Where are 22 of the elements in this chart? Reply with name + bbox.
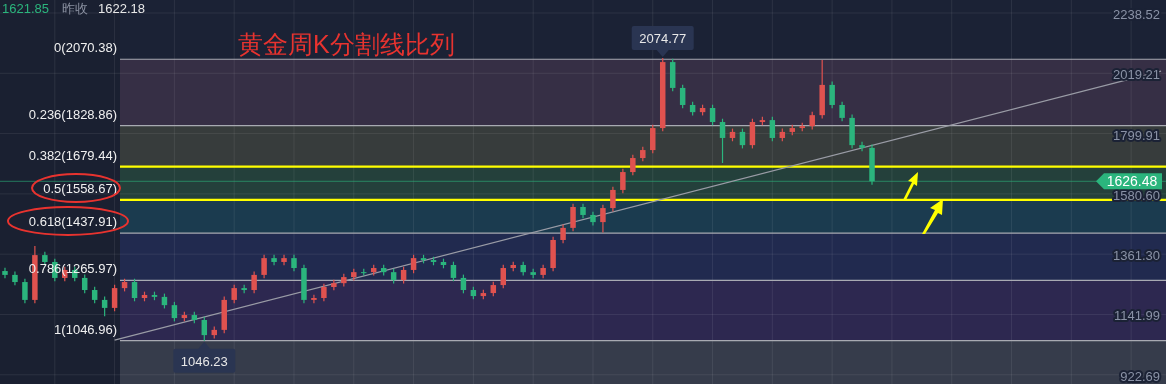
y-tick-label: 1141.99 [1113,308,1160,324]
ref-line-label: 0.236(1828.86) [28,106,117,122]
annotation: 昨收 [62,1,88,16]
annotation: 1046.23 [180,353,228,369]
ref-line-label: 1626.48 [1106,173,1158,190]
text: 黄金周K分割线比列 [238,30,455,58]
y-tick-label: 922.69 [1120,368,1160,384]
ref-line-label: 0(2070.38) [54,40,117,56]
ref-line-label: 0.382(1679.44) [28,147,117,163]
y-tick-label: 1580.60 [1113,187,1160,203]
ref-line-label: 0.618(1437.91) [28,214,117,230]
tooltip: 2074.77 [631,26,694,57]
annotation: 2074.77 [639,31,687,47]
annotation: 1622.18 [98,1,145,16]
tooltip: 1046.23 [173,341,236,373]
y-tick-label: 1799.91 [1113,127,1160,143]
ref-line-label: 0.5(1558.67) [43,180,117,196]
ref-line-label: 1(1046.96) [54,321,117,337]
y-tick-label: 1361.30 [1113,248,1160,264]
y-tick-label: 2238.52 [1113,7,1160,22]
price-tag: 1626.48 [1096,173,1162,190]
annotation: 1621.85 [2,1,49,16]
